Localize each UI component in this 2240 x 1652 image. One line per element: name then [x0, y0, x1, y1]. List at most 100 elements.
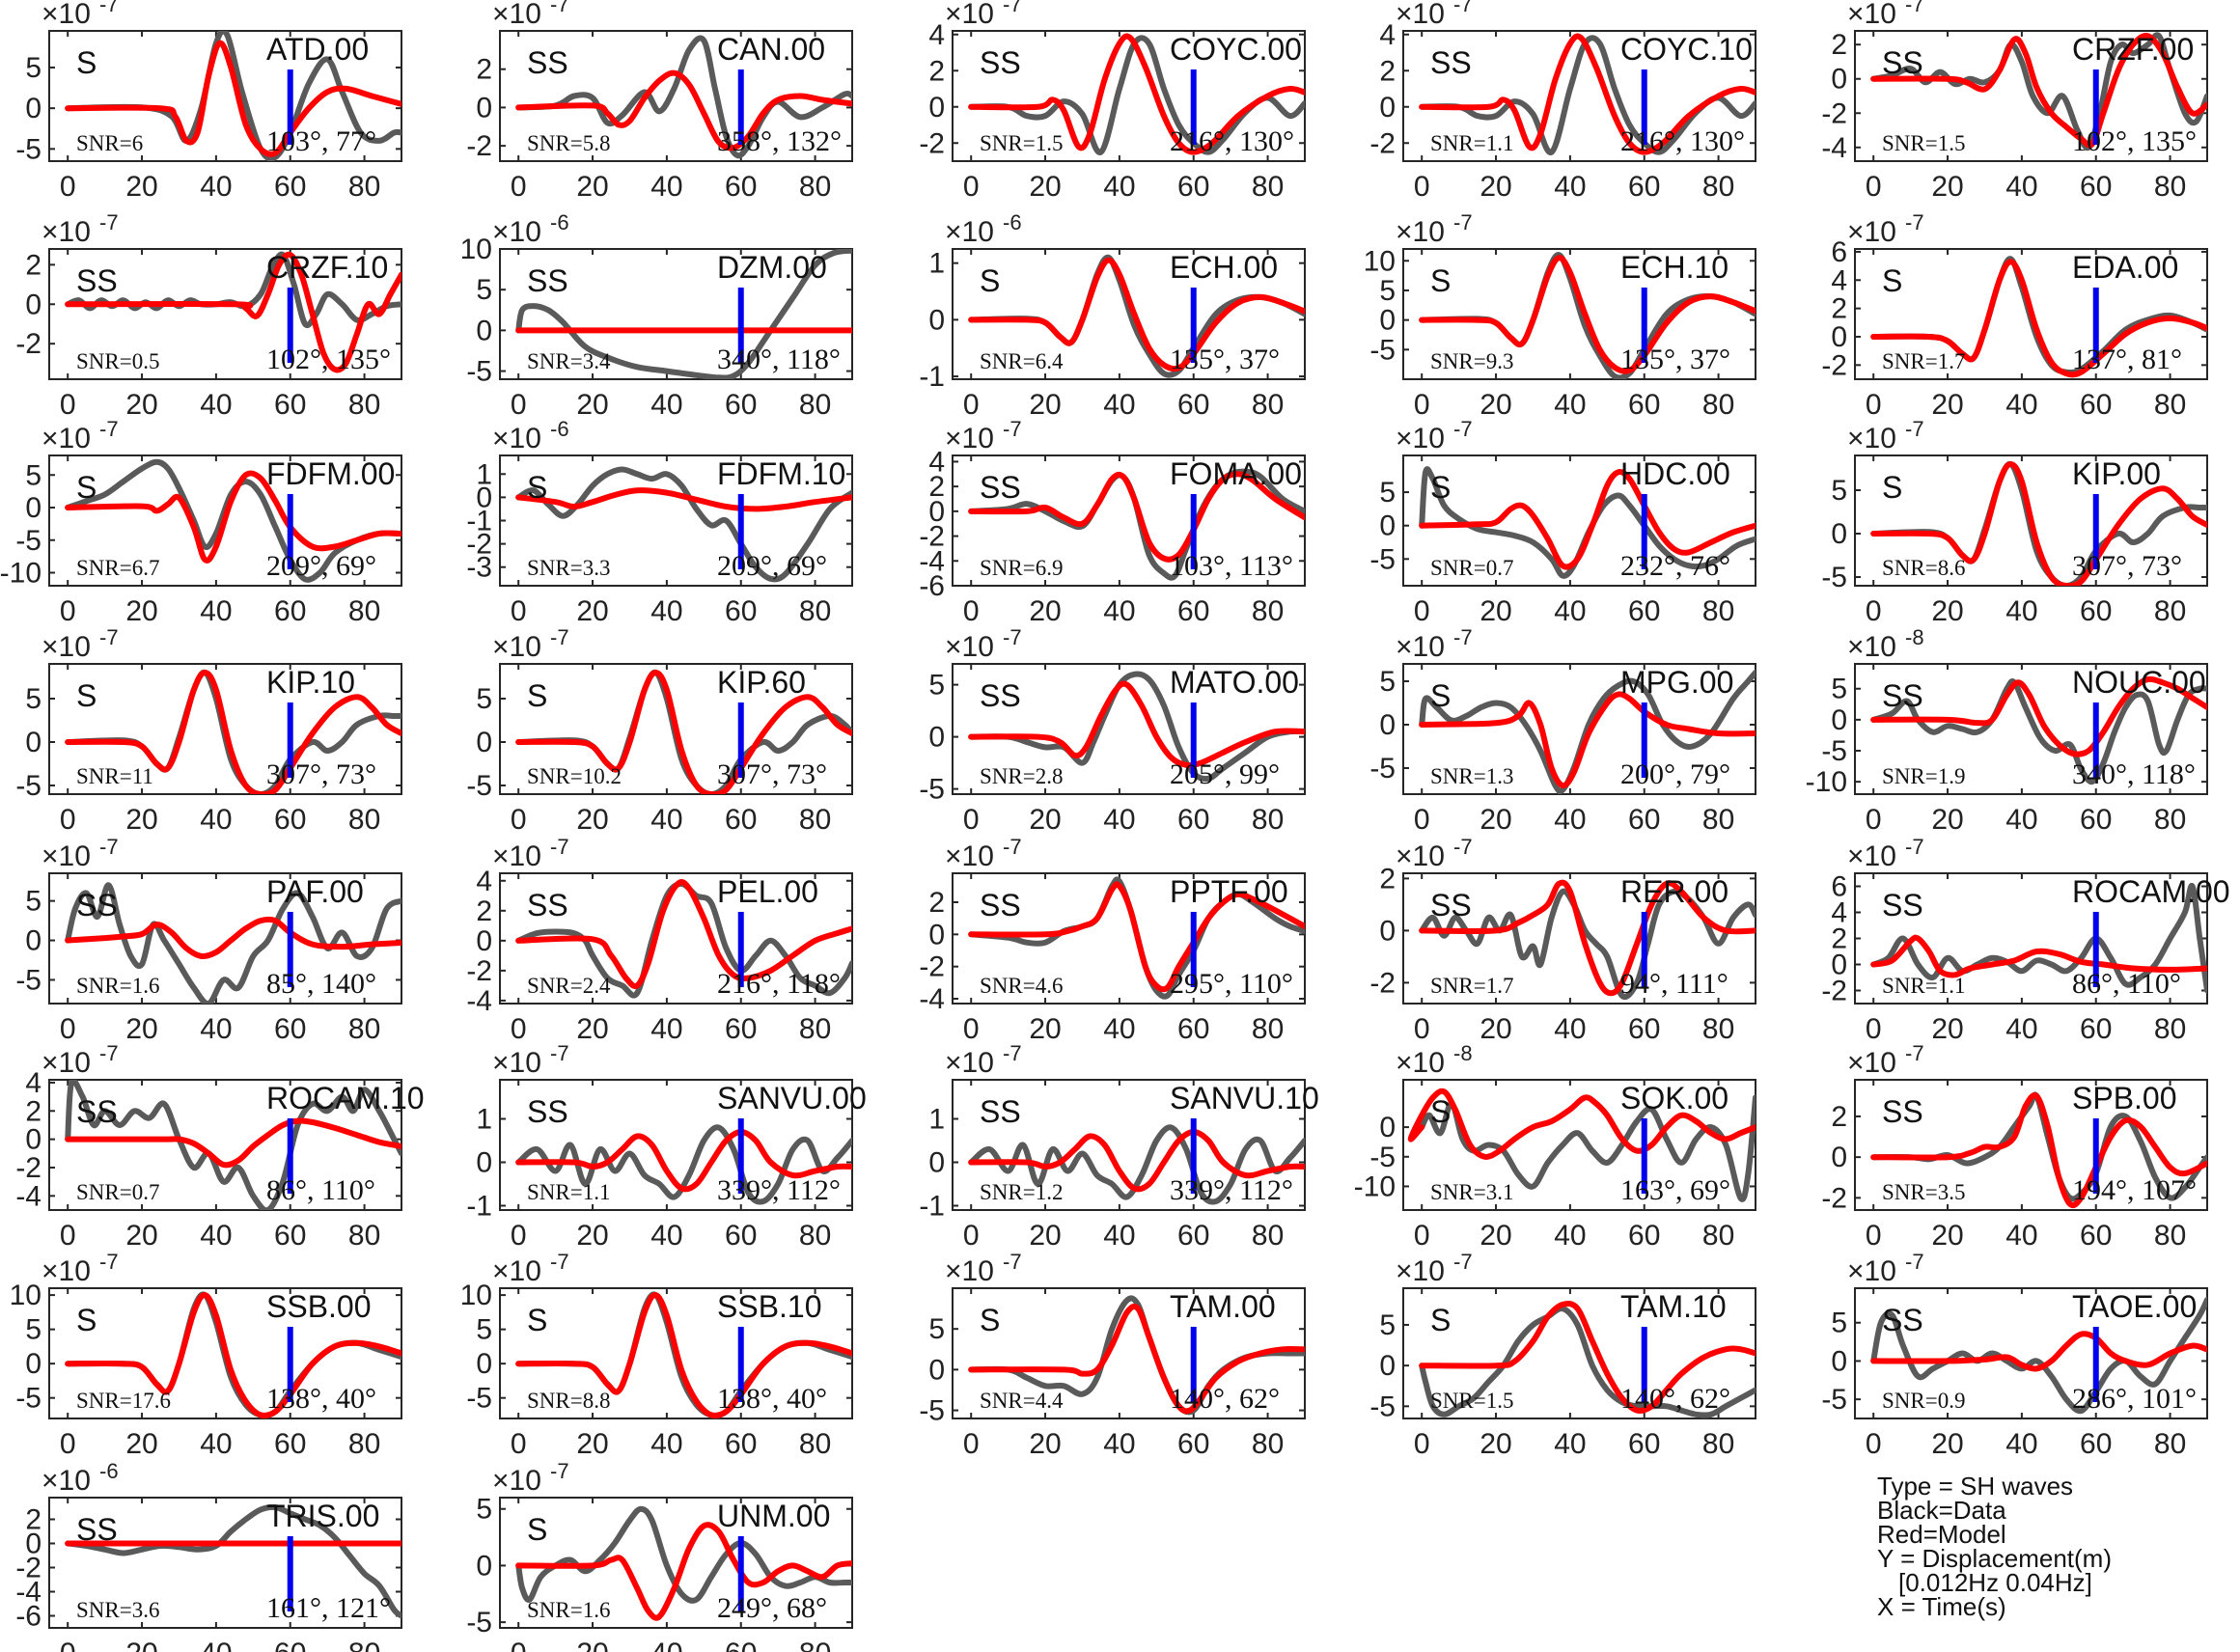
- x-tick-label: 20: [576, 171, 608, 203]
- x-tick-label: 40: [650, 595, 682, 627]
- y-scale-multiplier: ×10: [492, 423, 541, 454]
- snr-label: SNR=6.9: [980, 556, 1063, 580]
- y-scale-multiplier: ×10: [492, 631, 541, 663]
- trace-group: [1870, 675, 2207, 785]
- axes-frame: [1854, 454, 2208, 587]
- model-trace: [515, 1522, 852, 1621]
- x-tick-label: 60: [2080, 171, 2112, 203]
- y-tick-label: -4: [919, 545, 945, 577]
- station-label: ROCAM.00: [2072, 874, 2230, 909]
- x-tick-label: 20: [576, 1428, 608, 1460]
- y-tick-label: 5: [928, 1313, 945, 1345]
- y-tick-label: 2: [25, 249, 41, 281]
- x-tick-label: 20: [125, 1638, 157, 1652]
- station-label: FDFM.00: [266, 456, 395, 491]
- model-trace: [1870, 259, 2207, 378]
- x-tick-label: 60: [274, 1428, 306, 1460]
- x-tick-label: 0: [1866, 595, 1882, 627]
- model-trace: [968, 471, 1305, 563]
- trace-group: [968, 33, 1305, 155]
- x-tick-label: 60: [725, 389, 757, 421]
- y-tick-label: -2: [15, 328, 41, 360]
- x-tick-label: 20: [1029, 1013, 1061, 1045]
- x-tick-label: 80: [2154, 1428, 2186, 1460]
- y-scale-exponent: -7: [99, 0, 119, 16]
- y-tick-label: 0: [1379, 510, 1396, 542]
- panel-crzf-10: 0 20 40 60 80 -2 0 2×10 -7 SS CRZF.10 SNR=0.5 102°, …: [15, 210, 402, 421]
- x-tick-label: 40: [650, 389, 682, 421]
- snr-label: SNR=3.6: [76, 1598, 159, 1622]
- azimuth-label: 137°, 81°: [2072, 344, 2182, 375]
- phase-label: S: [1430, 1303, 1451, 1337]
- x-tick-label: 0: [511, 1638, 527, 1652]
- trace-group: [1870, 1296, 2207, 1415]
- phase-label: SS: [1430, 888, 1472, 922]
- station-label: ATD.00: [266, 32, 369, 67]
- trace-group: [968, 1295, 1305, 1416]
- y-scale-exponent: -7: [1453, 625, 1473, 649]
- x-tick-label: 0: [1866, 389, 1882, 421]
- x-tick-label: 0: [963, 1013, 980, 1045]
- panel-can-00: 0 20 40 60 80 -2 0 2×10 -7 SS CAN.00 SNR=5.8 358°, 1…: [466, 0, 853, 203]
- y-tick-label: -5: [1369, 1142, 1396, 1173]
- y-tick-label: 0: [1831, 321, 1847, 353]
- y-tick-label: 4: [928, 446, 945, 478]
- y-tick-label: 0: [476, 727, 492, 758]
- azimuth-label: 161°, 121°: [266, 1592, 391, 1624]
- legend-x-axis: X = Time(s): [1877, 1592, 2006, 1621]
- azimuth-label: 216°, 118°: [717, 968, 841, 1000]
- y-scale-multiplier: ×10: [41, 840, 91, 872]
- y-tick-label: -3: [466, 552, 492, 584]
- y-tick-label: 0: [476, 315, 492, 346]
- x-tick-label: 60: [1177, 595, 1209, 627]
- x-tick-label: 60: [1177, 171, 1209, 203]
- y-tick-label: 0: [25, 727, 41, 758]
- model-trace: [1870, 675, 2207, 757]
- trace-group: [1870, 256, 2207, 378]
- y-tick-label: 0: [1831, 704, 1847, 736]
- y-scale-exponent: -7: [1905, 210, 1924, 234]
- y-scale-exponent: -7: [99, 625, 119, 649]
- x-tick-label: 0: [511, 804, 527, 836]
- panel-kip-00: 0 20 40 60 80 -5 0 5×10 -7 S KIP.00 SNR=8.6 307°, 73…: [1821, 417, 2208, 627]
- phase-label: S: [76, 45, 97, 80]
- azimuth-label: 340°, 118°: [717, 344, 841, 375]
- trace-group: [1419, 1300, 1756, 1418]
- x-tick-label: 60: [2080, 1428, 2112, 1460]
- y-tick-label: 0: [476, 1550, 492, 1582]
- y-scale-multiplier: ×10: [1847, 631, 1896, 663]
- y-scale-multiplier: ×10: [1396, 0, 1445, 30]
- y-scale-exponent: -7: [99, 210, 119, 234]
- station-label: SANVU.00: [717, 1081, 867, 1115]
- x-tick-label: 0: [60, 804, 76, 836]
- phase-label: SS: [1882, 1303, 1923, 1337]
- y-tick-label: 2: [1831, 923, 1847, 955]
- panel-rer-00: 0 20 40 60 80 -2 0 2×10 -7 SS RER.00 SNR=1.7 94°, 11…: [1369, 835, 1756, 1045]
- x-tick-label: 40: [200, 595, 232, 627]
- station-label: ECH.10: [1620, 250, 1728, 285]
- station-label: RER.00: [1620, 874, 1728, 909]
- y-tick-label: -5: [1369, 334, 1396, 366]
- data-trace: [1419, 1305, 1756, 1418]
- y-scale-multiplier: ×10: [945, 840, 994, 872]
- azimuth-label: 102°, 135°: [266, 344, 391, 375]
- y-tick-label: 0: [1379, 305, 1396, 337]
- station-label: SANVU.10: [1170, 1081, 1319, 1115]
- model-trace: [968, 257, 1305, 372]
- y-tick-label: -1: [466, 1191, 492, 1223]
- station-label: COYC.10: [1620, 32, 1753, 67]
- y-tick-label: -2: [919, 521, 945, 553]
- x-tick-label: 60: [2080, 804, 2112, 836]
- y-tick-label: 5: [476, 1494, 492, 1526]
- x-tick-label: 40: [2005, 1013, 2037, 1045]
- x-tick-label: 0: [60, 171, 76, 203]
- x-tick-label: 20: [1931, 1013, 1963, 1045]
- x-tick-label: 20: [1480, 804, 1511, 836]
- y-scale-multiplier: ×10: [945, 1255, 994, 1287]
- y-tick-label: -5: [15, 525, 41, 557]
- y-tick-label: -10: [1806, 766, 1847, 798]
- y-scale-multiplier: ×10: [41, 631, 91, 663]
- x-tick-label: 80: [348, 804, 380, 836]
- axes-frame: [1854, 663, 2208, 795]
